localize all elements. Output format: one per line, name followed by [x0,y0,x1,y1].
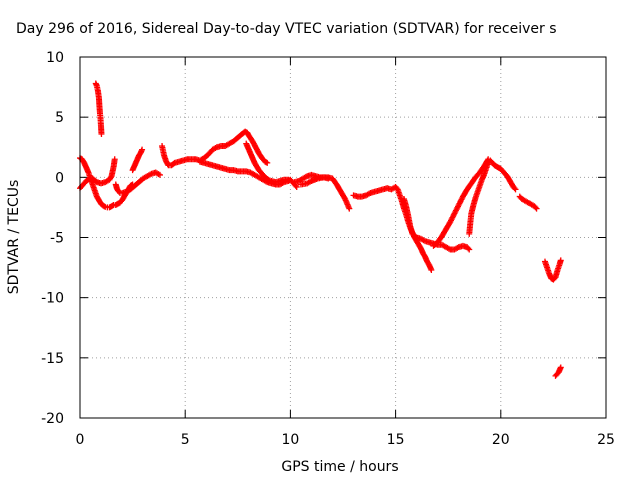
x-tick-label: 25 [597,432,615,448]
data-point [512,186,519,193]
x-axis-label: GPS time / hours [281,459,398,475]
data-point [533,205,540,212]
x-tick-label: 15 [387,432,405,448]
data-point [264,159,271,166]
plot-frame [79,56,607,419]
data-point [325,175,332,182]
data-point [156,171,163,178]
data-point [557,257,564,264]
y-tick-labels: 10 5 0 -5 -10 -15 -20 [41,50,64,427]
y-tick-label: -10 [41,291,64,307]
data-point [285,176,292,183]
y-axis-label: SDTVAR / TECUs [6,180,22,295]
x-tick-label: 10 [281,432,299,448]
x-tick-label: 0 [76,432,85,448]
x-tick-label: 20 [492,432,510,448]
data-point [346,205,353,212]
data-point [557,364,564,371]
y-tick-label: -5 [50,231,64,247]
chart-title: Day 296 of 2016, Sidereal Day-to-day VTE… [16,21,557,37]
y-tick-label: 0 [55,170,64,186]
y-tick-label: -20 [41,411,64,427]
y-tick-label: 10 [46,50,64,66]
y-tick-label: -15 [41,351,64,367]
data-points [77,80,564,379]
data-point [465,245,472,252]
data-point [98,131,105,138]
x-tick-label: 5 [181,432,190,448]
data-point [115,188,122,195]
x-tick-labels: 0 5 10 15 20 25 [76,432,615,448]
data-point [428,266,435,273]
y-tick-label: 5 [55,110,64,126]
data-point [139,146,146,153]
data-point [532,204,539,211]
data-point [466,246,473,253]
data-point [293,183,300,190]
data-point [111,156,118,163]
data-point [511,185,518,192]
grid-lines [79,56,607,419]
